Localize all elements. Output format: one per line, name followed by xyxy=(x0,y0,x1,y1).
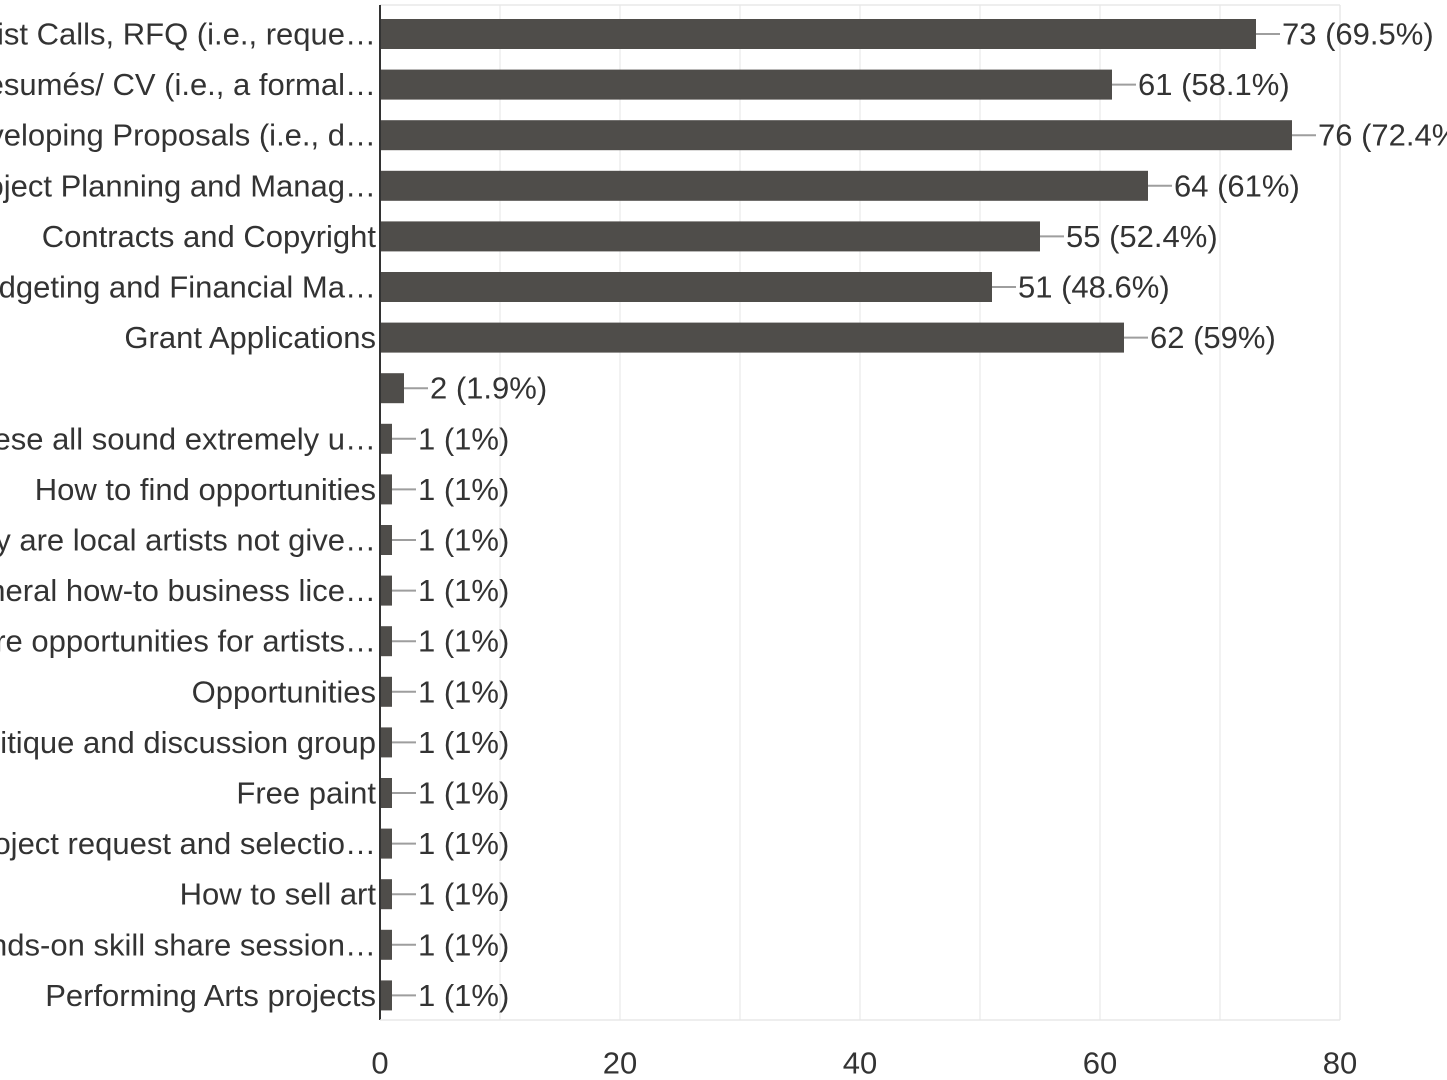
category-label: Contracts and Copyright xyxy=(42,219,377,254)
value-label: 1 (1%) xyxy=(418,978,509,1013)
category-label: More opportunities for artists… xyxy=(0,624,376,659)
bar xyxy=(380,69,1112,100)
bar xyxy=(380,221,1040,252)
category-label: Résumés/ CV (i.e., a formal… xyxy=(0,67,376,102)
bar xyxy=(380,474,392,505)
bar xyxy=(380,676,392,707)
category-label: Developing Proposals (i.e., d… xyxy=(0,118,376,153)
bars xyxy=(380,19,1292,1011)
bar xyxy=(380,272,992,302)
category-label: Artist Calls, RFQ (i.e., reque… xyxy=(0,17,376,52)
category-label: These all sound extremely u… xyxy=(0,421,376,456)
category-label: Opportunities xyxy=(192,674,376,709)
bar xyxy=(380,879,392,910)
bar xyxy=(380,19,1256,49)
value-label: 51 (48.6%) xyxy=(1018,270,1170,305)
label-connectors xyxy=(392,33,1316,997)
value-label: 1 (1%) xyxy=(418,421,509,456)
x-tick-label: 20 xyxy=(603,1046,637,1080)
value-label: 73 (69.5%) xyxy=(1282,17,1434,52)
category-label: Why are local artists not give… xyxy=(0,523,376,558)
category-label: Project request and selectio… xyxy=(0,826,376,861)
bar xyxy=(380,170,1148,201)
x-tick-label: 80 xyxy=(1323,1046,1357,1080)
category-labels: Artist Calls, RFQ (i.e., reque… Résumés/ … xyxy=(0,17,376,1013)
value-label: 76 (72.4%) xyxy=(1318,118,1447,153)
bar xyxy=(380,423,392,454)
value-label: 1 (1%) xyxy=(418,725,509,760)
category-label: Performing Arts projects xyxy=(45,978,376,1013)
value-label: 61 (58.1%) xyxy=(1138,67,1290,102)
value-label: 2 (1.9%) xyxy=(430,371,547,406)
category-label: Hands-on skill share session… xyxy=(0,927,376,962)
value-labels: 73 (69.5%) 61 (58.1%) 76 (72.4%) 64 (61%) 55… xyxy=(418,17,1447,1013)
axes xyxy=(379,5,1340,1021)
value-label: 62 (59%) xyxy=(1150,320,1276,355)
x-tick-label: 60 xyxy=(1083,1046,1117,1080)
x-tick-labels: 0 20 40 60 80 xyxy=(371,1046,1357,1080)
category-label: Project Planning and Manag… xyxy=(0,168,376,203)
value-label: 1 (1%) xyxy=(418,523,509,558)
bar xyxy=(380,525,392,555)
bar xyxy=(380,778,392,808)
bar xyxy=(380,980,392,1011)
value-label: 64 (61%) xyxy=(1174,168,1300,203)
value-label: 1 (1%) xyxy=(418,674,509,709)
bar xyxy=(380,373,404,404)
category-label: Free paint xyxy=(236,776,376,811)
category-label: How to find opportunities xyxy=(35,472,376,507)
value-label: 1 (1%) xyxy=(418,573,509,608)
bar xyxy=(380,929,392,960)
x-tick-label: 0 xyxy=(371,1046,388,1080)
category-label: Grant Applications xyxy=(124,320,376,355)
value-label: 1 (1%) xyxy=(418,472,509,507)
value-label: 1 (1%) xyxy=(418,927,509,962)
bar xyxy=(380,626,392,657)
value-label: 1 (1%) xyxy=(418,776,509,811)
bar xyxy=(380,727,392,758)
bar xyxy=(380,120,1292,151)
x-tick-label: 40 xyxy=(843,1046,877,1080)
category-label: Budgeting and Financial Ma… xyxy=(0,270,376,305)
value-label: 1 (1%) xyxy=(418,877,509,912)
value-label: 55 (52.4%) xyxy=(1066,219,1218,254)
value-label: 1 (1%) xyxy=(418,826,509,861)
bar xyxy=(380,322,1124,353)
bar xyxy=(380,575,392,606)
value-label: 1 (1%) xyxy=(418,624,509,659)
category-label: How to sell art xyxy=(180,877,377,912)
category-label: general how-to business lice… xyxy=(0,573,376,608)
gridlines xyxy=(380,4,1341,1020)
bar xyxy=(380,828,392,859)
category-label: Critique and discussion group xyxy=(0,725,376,760)
